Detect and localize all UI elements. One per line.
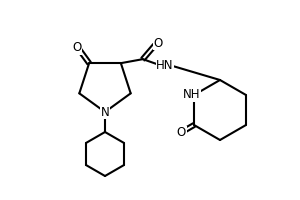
Text: O: O bbox=[177, 127, 186, 140]
Text: O: O bbox=[72, 41, 81, 54]
Text: NH: NH bbox=[183, 88, 201, 102]
Text: HN: HN bbox=[156, 59, 174, 72]
Text: O: O bbox=[153, 37, 163, 50]
Text: N: N bbox=[100, 106, 109, 118]
